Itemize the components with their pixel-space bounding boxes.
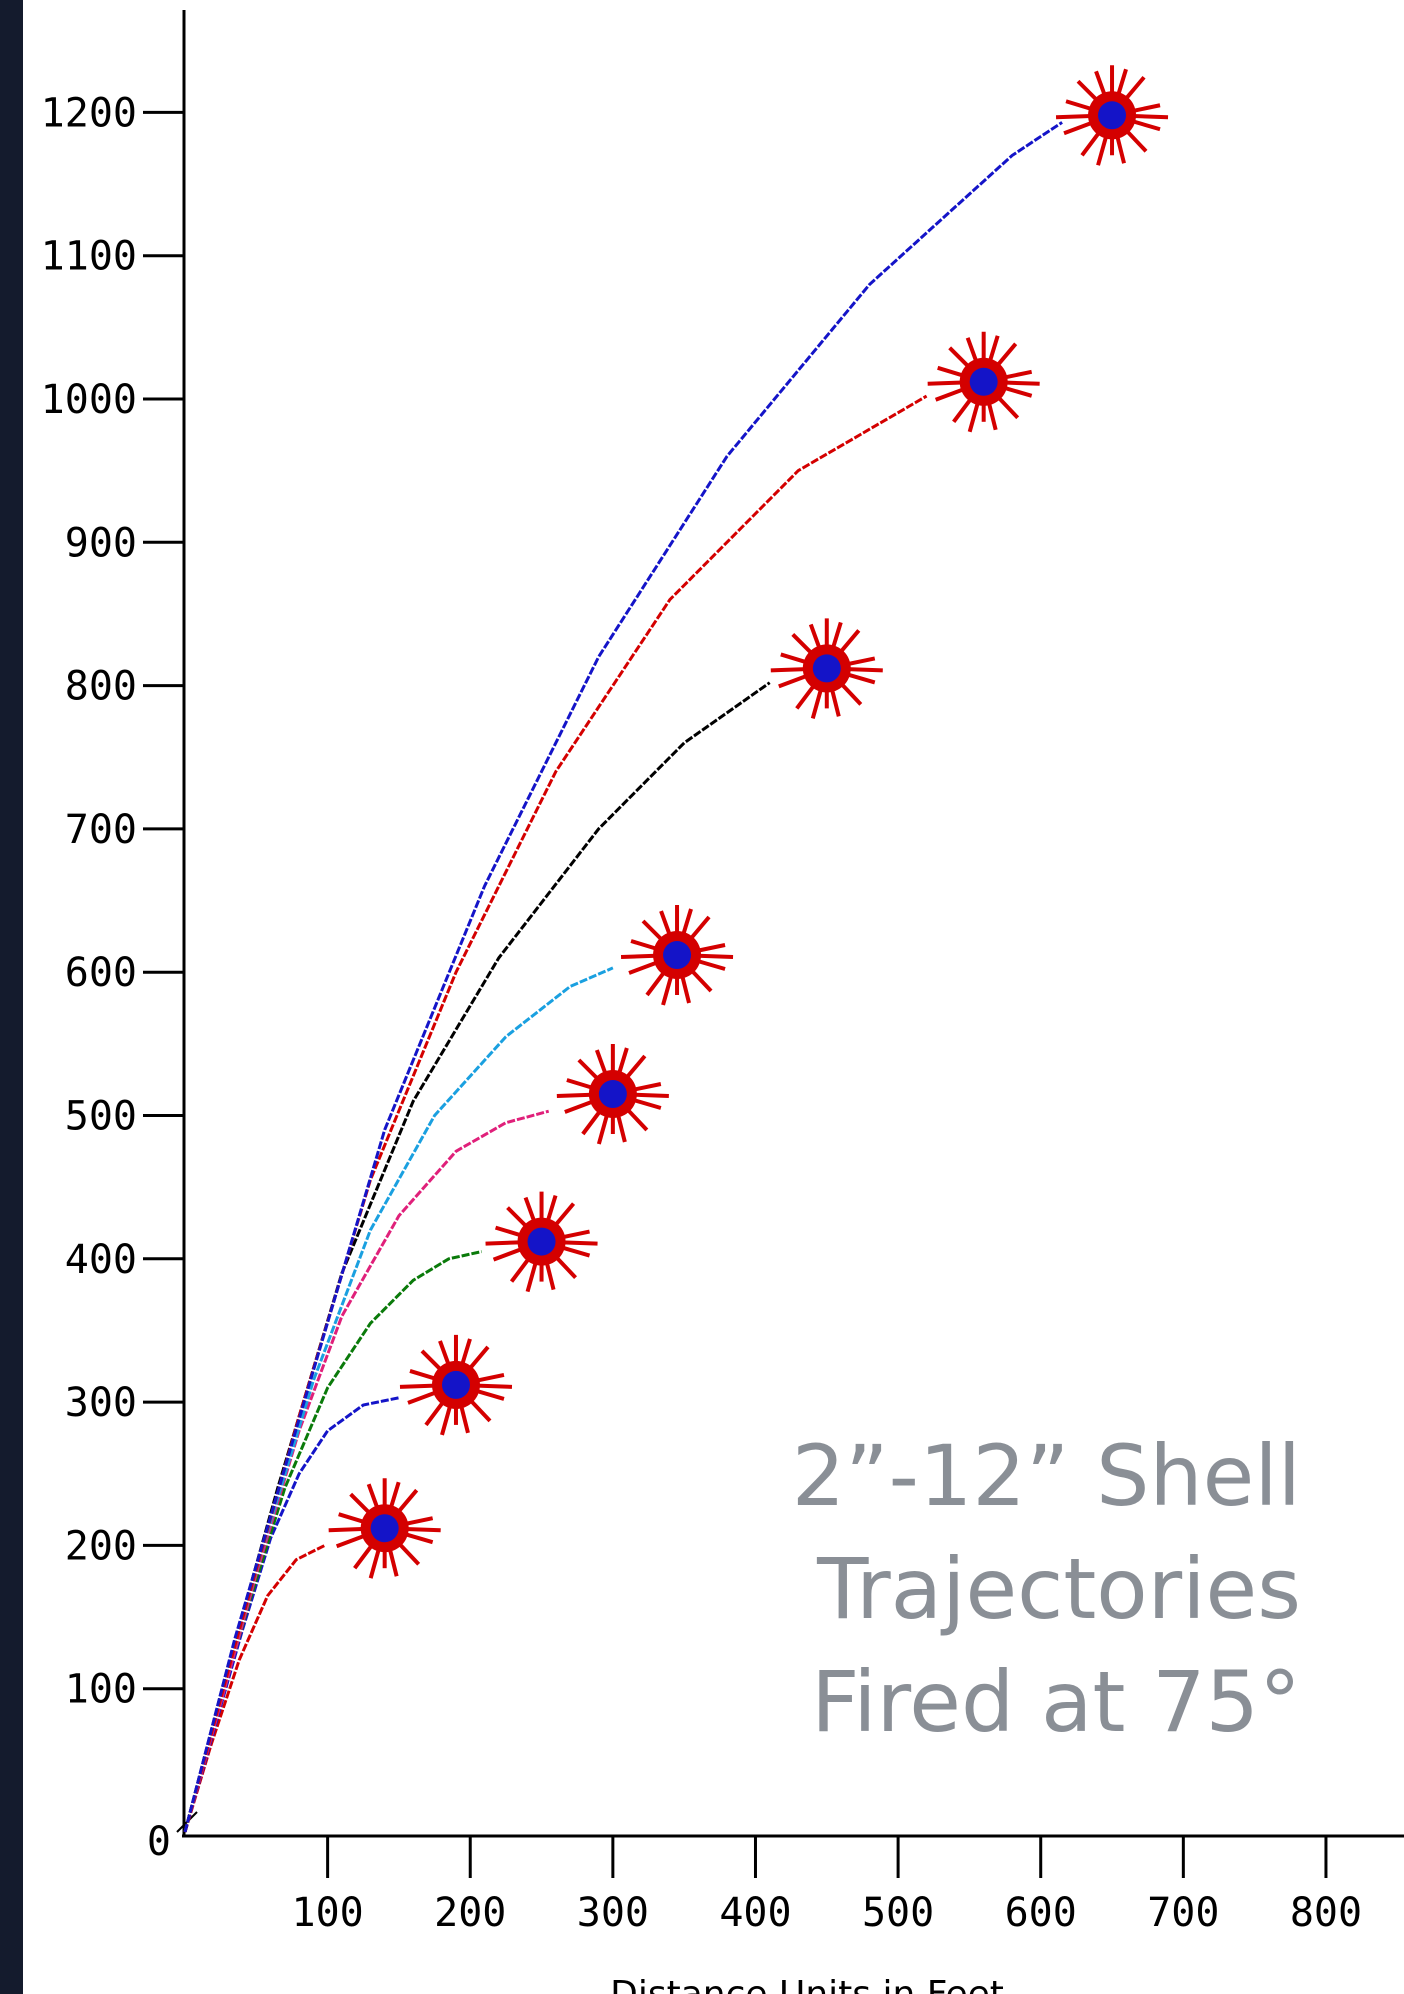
y-tick-label: 0: [147, 1819, 171, 1865]
burst-marker: [620, 905, 734, 1006]
trajectory-line: [183, 681, 771, 1833]
x-tick-label: 500: [862, 1890, 934, 1936]
y-tick-label: 1100: [41, 234, 137, 280]
y-tick-label: 200: [65, 1523, 137, 1569]
y-tick-label: 400: [65, 1237, 137, 1283]
y-tick-label: 500: [65, 1094, 137, 1140]
x-axis-title: Distance Units in Feet: [610, 1974, 1004, 1994]
burst-marker: [1055, 65, 1169, 166]
burst-marker: [399, 1334, 513, 1436]
x-tick-label: 400: [719, 1890, 791, 1936]
trajectory-line: [183, 1109, 550, 1833]
y-tick-label: 100: [65, 1667, 137, 1713]
y-tick-label: 1200: [41, 90, 137, 136]
x-tick-label: 100: [291, 1890, 363, 1936]
trajectory-line: [183, 121, 1063, 1833]
trajectory-line: [183, 394, 928, 1833]
y-tick-label: 900: [65, 520, 137, 566]
annotation-line: Fired at 75°: [811, 1653, 1301, 1751]
burst-marker: [556, 1044, 669, 1145]
annotation-line: 2”-12” Shell: [792, 1427, 1301, 1525]
x-tick-label: 700: [1147, 1890, 1219, 1936]
burst-marker: [770, 618, 883, 719]
x-tick-label: 200: [434, 1890, 506, 1936]
y-tick-label: 1000: [41, 377, 137, 423]
burst-marker: [927, 331, 1040, 433]
trajectory-chart: 0 100 200 300 400 500 600 700 800 900 1000 1100 1200…: [41, 10, 1404, 1994]
burst-marker: [485, 1191, 598, 1293]
x-tick-label: 300: [577, 1890, 649, 1936]
y-tick-label: 800: [65, 664, 137, 710]
trajectory-line: [183, 1396, 400, 1833]
burst-marker: [328, 1478, 441, 1579]
y-tick-label: 600: [65, 950, 137, 996]
annotation-line: Trajectories: [816, 1540, 1301, 1638]
y-tick-label: 700: [65, 807, 137, 853]
x-tick-label: 600: [1005, 1890, 1077, 1936]
x-tick-label: 800: [1290, 1890, 1362, 1936]
y-tick-label: 300: [65, 1380, 137, 1426]
plot-area: 0 100 200 300 400 500 600 700 800 900 1000 1100 1200…: [23, 0, 1404, 1994]
